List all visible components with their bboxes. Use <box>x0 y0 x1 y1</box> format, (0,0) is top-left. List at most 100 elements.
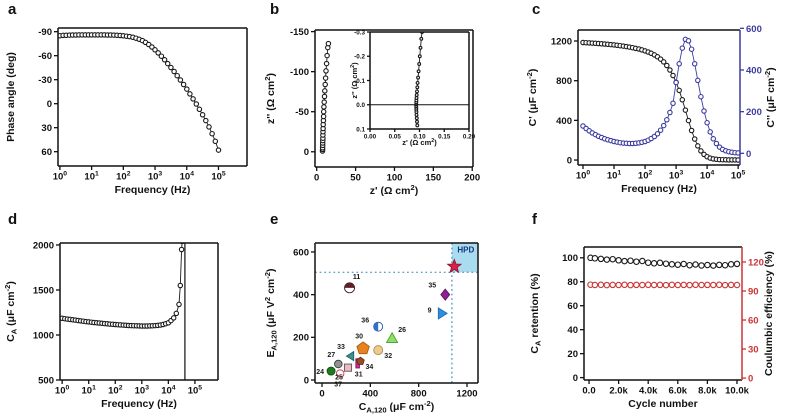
svg-text:Phase angle (deg): Phase angle (deg) <box>5 52 17 142</box>
svg-text:1200: 1200 <box>456 389 477 400</box>
series-layer <box>580 36 740 163</box>
svg-text:33: 33 <box>337 344 345 351</box>
chart-svg-d: 100 101 102 103 104 105 500 1000 1500 2000 Frequen… <box>3 240 219 410</box>
svg-text:200: 200 <box>464 173 480 184</box>
svg-text:-100: -100 <box>290 67 309 78</box>
panel-a-letter: a <box>8 1 17 18</box>
svg-text:101: 101 <box>84 171 99 183</box>
svg-text:37: 37 <box>334 382 342 389</box>
series-layer <box>58 32 222 153</box>
svg-text:-150: -150 <box>290 27 309 38</box>
svg-text:27: 27 <box>327 352 335 359</box>
panel-e-letter: e <box>270 211 279 228</box>
svg-text:0.00: 0.00 <box>364 133 377 140</box>
panel-d-chart: 100 101 102 103 104 105 500 1000 1500 2000 Frequen… <box>0 210 262 419</box>
series-nyquist <box>319 40 332 154</box>
chart-svg-f: 0.0 2.0k 4.0k 6.0k 8.0k 10.0k0204060801000306… <box>529 246 775 410</box>
svg-text:z'' (Ω cm2): z'' (Ω cm2) <box>263 73 277 124</box>
svg-text:Frequency (Hz): Frequency (Hz) <box>101 398 177 410</box>
svg-text:CA retention (%): CA retention (%) <box>529 273 543 353</box>
svg-text:6.0k: 6.0k <box>669 386 688 397</box>
svg-text:600: 600 <box>293 247 309 258</box>
svg-text:80: 80 <box>567 277 578 288</box>
svg-text:24: 24 <box>316 369 324 376</box>
svg-text:32: 32 <box>384 353 392 360</box>
svg-text:26: 26 <box>398 327 406 334</box>
svg-text:2.0k: 2.0k <box>609 386 628 397</box>
svg-text:-30: -30 <box>38 75 52 86</box>
series-layer <box>587 254 741 289</box>
svg-text:600: 600 <box>746 24 762 35</box>
svg-text:200: 200 <box>746 107 762 118</box>
svg-text:30: 30 <box>41 123 52 134</box>
series-layer <box>60 243 185 329</box>
series-coulombic-efficiency <box>587 281 741 289</box>
svg-text:200: 200 <box>293 333 309 344</box>
svg-text:90: 90 <box>748 286 759 297</box>
panel-c-letter: c <box>532 1 541 18</box>
svg-text:36: 36 <box>361 318 369 325</box>
svg-text:Frequency (Hz): Frequency (Hz) <box>115 184 191 196</box>
svg-text:0.05: 0.05 <box>389 133 402 140</box>
svg-text:102: 102 <box>108 385 123 397</box>
series-areal-capacitance <box>60 243 185 329</box>
panel-b: b 0 50 100 150 200 0 -50 -100 -150 z' (Ω cm2) z'' … <box>262 0 524 210</box>
svg-text:101: 101 <box>82 385 97 397</box>
panel-d: d 100 101 102 103 104 105 500 1000 1500 2000 Frequ… <box>0 210 262 419</box>
svg-text:103: 103 <box>135 385 150 397</box>
svg-text:z' (Ω cm2): z' (Ω cm2) <box>370 183 418 197</box>
svg-text:8.0k: 8.0k <box>698 386 717 397</box>
svg-text:400: 400 <box>746 65 762 76</box>
svg-text:z'' (Ω cm2): z'' (Ω cm2) <box>350 62 359 99</box>
svg-text:104: 104 <box>161 385 176 397</box>
panel-d-letter: d <box>8 211 18 228</box>
svg-text:104: 104 <box>180 171 195 183</box>
svg-text:11: 11 <box>353 274 361 281</box>
svg-text:-50: -50 <box>295 107 309 118</box>
chart-svg-b: 0 50 100 150 200 0 -50 -100 -150 z' (Ω cm2) z'' (Ω… <box>263 27 480 197</box>
panel-c: c 100 101 102 103 104 105 0 400 800 1200 0 200 400 60… <box>524 0 794 210</box>
svg-text:CA (μF cm-2): CA (μF cm-2) <box>3 281 19 342</box>
svg-text:120: 120 <box>748 257 764 268</box>
panel-f: f 0.0 2.0k 4.0k 6.0k 8.0k 10.0k 0 20 40 60 80 100 0 3… <box>524 210 794 419</box>
svg-text:100: 100 <box>53 171 68 183</box>
svg-text:0.15: 0.15 <box>438 133 451 140</box>
svg-text:z' (Ω cm2): z' (Ω cm2) <box>402 138 437 147</box>
series-nyquist-inset <box>414 32 424 128</box>
svg-text:103: 103 <box>148 171 163 183</box>
svg-text:0.0: 0.0 <box>356 102 365 109</box>
svg-text:800: 800 <box>556 76 572 87</box>
svg-text:0.20: 0.20 <box>463 133 476 140</box>
panel-e-chart: 24 27 37 25 33 31 34 30 32 36 26 11 35 9 0 400 800 1200 0 2… <box>262 210 524 419</box>
svg-text:105: 105 <box>188 385 203 397</box>
svg-text:1200: 1200 <box>551 36 572 47</box>
svg-text:1000: 1000 <box>33 330 54 341</box>
svg-text:10.0k: 10.0k <box>725 386 749 397</box>
svg-text:60: 60 <box>567 301 578 312</box>
svg-text:400: 400 <box>293 290 309 301</box>
panel-b-letter: b <box>270 1 280 18</box>
svg-text:-0.2: -0.2 <box>354 54 365 61</box>
svg-text:-60: -60 <box>38 51 52 62</box>
svg-text:102: 102 <box>116 171 131 183</box>
svg-text:30: 30 <box>355 333 363 340</box>
svg-text:9: 9 <box>428 307 432 314</box>
svg-text:40: 40 <box>567 325 578 336</box>
svg-text:150: 150 <box>425 173 441 184</box>
svg-text:100: 100 <box>562 253 578 264</box>
svg-text:-0.1: -0.1 <box>354 78 365 85</box>
svg-text:0.1: 0.1 <box>356 126 365 133</box>
svg-text:34: 34 <box>366 364 374 371</box>
svg-text:104: 104 <box>700 170 715 182</box>
svg-text:4.0k: 4.0k <box>639 386 658 397</box>
svg-text:100: 100 <box>387 173 403 184</box>
series-layer <box>414 32 424 128</box>
svg-text:0.0: 0.0 <box>582 386 595 397</box>
svg-text:35: 35 <box>428 283 436 290</box>
chart-svg-c: 100 101 102 103 104 105040080012000200400600F… <box>525 24 777 195</box>
svg-text:EA,120 (μF V2 cm-2): EA,120 (μF V2 cm-2) <box>263 268 279 357</box>
series-ca-retention <box>587 254 741 269</box>
